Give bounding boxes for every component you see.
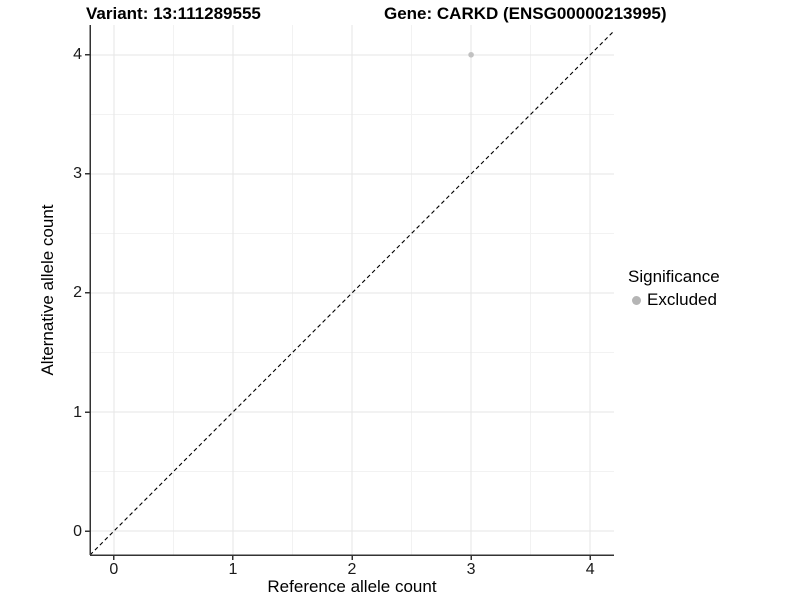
plot-title-gene: Gene: CARKD (ENSG00000213995) — [384, 4, 667, 23]
x-tick-label: 2 — [347, 561, 357, 578]
y-tick-label: 2 — [73, 284, 82, 302]
y-axis-title: Alternative allele count — [38, 204, 57, 376]
x-axis-title: Reference allele count — [267, 577, 437, 596]
legend: Significance Excluded — [628, 266, 798, 310]
y-tick-label: 0 — [73, 522, 82, 540]
y-tick-label: 4 — [73, 46, 82, 64]
x-tick-label: 1 — [228, 561, 238, 578]
legend-title: Significance — [628, 267, 720, 286]
plot-title-variant: Variant: 13:111289555 — [86, 4, 261, 23]
legend-item-excluded: Excluded — [628, 290, 798, 310]
data-point-excluded — [468, 51, 474, 58]
x-tick-label: 0 — [109, 561, 119, 578]
x-tick-label: 4 — [585, 561, 595, 578]
x-tick-label: 3 — [466, 561, 476, 578]
identity-reference-line — [89, 30, 615, 556]
legend-point-icon — [632, 295, 641, 305]
y-tick-label: 3 — [73, 165, 82, 183]
legend-item-label: Excluded — [647, 290, 717, 309]
y-tick-label: 1 — [73, 403, 82, 421]
